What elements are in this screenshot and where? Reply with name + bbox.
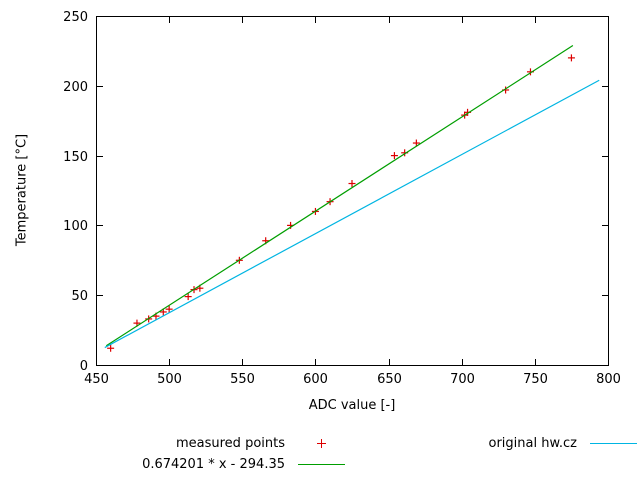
svg-text:800: 800: [596, 372, 621, 387]
legend-label-measured-points: measured points: [175, 436, 285, 451]
svg-text:0: 0: [80, 359, 88, 374]
svg-text:650: 650: [377, 372, 402, 387]
legend-entry-fit-line: 0.674201 * x - 294.35: [142, 456, 345, 473]
svg-text:50: 50: [71, 289, 88, 304]
svg-text:150: 150: [63, 150, 88, 165]
svg-text:500: 500: [157, 372, 182, 387]
plus-marker-icon: [298, 435, 345, 452]
legend-label-original-hwcz: original hw.cz: [488, 436, 577, 451]
svg-text:100: 100: [63, 219, 88, 234]
y-axis-label: Temperature [°C]: [14, 133, 30, 247]
original-line-sample-icon: [590, 435, 637, 452]
legend-label-fit-line: 0.674201 * x - 294.35: [142, 457, 285, 472]
svg-text:200: 200: [63, 80, 88, 95]
legend: measured points 0.674201 * x - 294.35 or…: [0, 430, 640, 480]
svg-text:750: 750: [523, 372, 548, 387]
legend-entry-original-hwcz: original hw.cz: [488, 435, 637, 452]
svg-text:450: 450: [84, 372, 109, 387]
svg-text:700: 700: [450, 372, 475, 387]
fit-line-sample-icon: [298, 456, 345, 473]
svg-text:550: 550: [230, 372, 255, 387]
legend-entry-measured-points: measured points: [176, 435, 345, 452]
svg-text:250: 250: [63, 10, 88, 25]
svg-text:600: 600: [303, 372, 328, 387]
x-axis-label: ADC value [-]: [308, 398, 396, 413]
